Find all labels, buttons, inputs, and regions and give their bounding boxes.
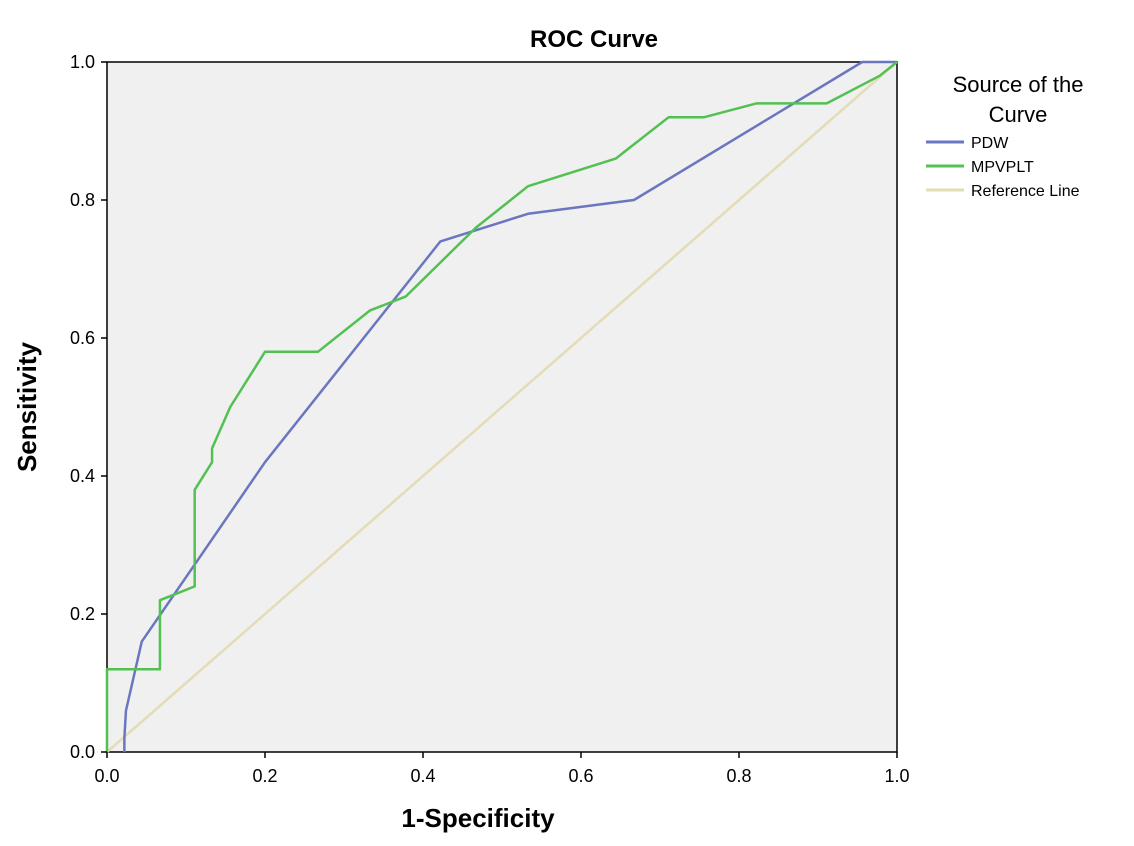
y-tick-label: 0.0: [70, 742, 95, 762]
series-line-mpvplt: [105, 61, 898, 752]
y-tick-label: 0.2: [70, 604, 95, 624]
x-tick-label: 1.0: [884, 766, 909, 786]
legend-label-reference-line: Reference Line: [971, 183, 1080, 200]
ticks-layer: 0.0 0.2 0.4 0.6 0.8 1.0 0.0 0.2 0.4 0.6 0.8 1.0: [70, 52, 910, 786]
series-line-reference-line: [106, 61, 898, 753]
y-tick-label: 0.6: [70, 328, 95, 348]
series-layer: [105, 60, 898, 753]
legend-title-line1: Source of the: [953, 72, 1084, 97]
x-tick-label: 0.6: [568, 766, 593, 786]
chart-title: ROC Curve: [530, 26, 658, 53]
x-tick-label: 0.8: [726, 766, 751, 786]
x-tick-label: 0.2: [252, 766, 277, 786]
y-tick-label: 0.8: [70, 190, 95, 210]
y-axis-title: Sensitivity: [12, 341, 42, 472]
x-axis-title: 1-Specificity: [401, 803, 555, 833]
y-tick-label: 1.0: [70, 52, 95, 72]
x-tick-label: 0.0: [94, 766, 119, 786]
legend-label-pdw: PDW: [971, 135, 1009, 152]
y-tick-label: 0.4: [70, 466, 95, 486]
legend-label-mpvplt: MPVPLT: [971, 159, 1034, 176]
x-tick-label: 0.4: [410, 766, 435, 786]
legend: Source of the Curve PDW MPVPLT Reference…: [926, 72, 1083, 200]
series-line-pdw: [123, 60, 897, 752]
legend-title-line2: Curve: [989, 102, 1048, 127]
